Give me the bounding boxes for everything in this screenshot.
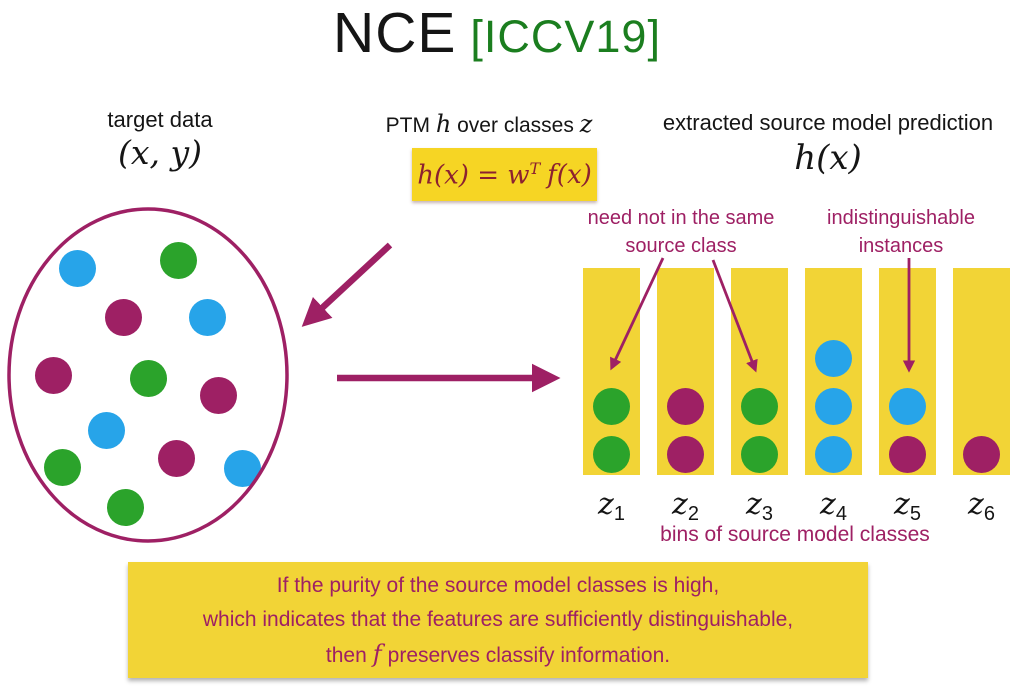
scatter-dot xyxy=(160,242,197,279)
z-symbol: z xyxy=(598,487,614,522)
z-symbol: z xyxy=(894,487,910,522)
bin-labels-row: z1 z2 z3 z4 z5 z6 xyxy=(583,487,1010,526)
z-symbol: z xyxy=(672,487,688,522)
formula-highlight-box: h(x) = wT f(x) xyxy=(412,148,597,201)
summary-line: If the purity of the source model classe… xyxy=(276,574,720,597)
bin-dot xyxy=(815,436,852,473)
scatter-dot xyxy=(35,357,72,394)
ptm-h-symbol: h xyxy=(435,110,452,138)
bin-dot xyxy=(815,340,852,377)
annotation-line: need not in the same xyxy=(587,207,775,229)
annotation-line: indistinguishable xyxy=(827,207,975,229)
z-symbol: z xyxy=(746,487,762,522)
bin-dot xyxy=(741,388,778,425)
annotation-line: source class xyxy=(625,235,737,257)
scatter-dot xyxy=(107,489,144,526)
z-subscript: 1 xyxy=(613,503,625,525)
annotation-need-not-same-class: need not in the same source class xyxy=(588,204,775,260)
bins-caption: bins of source model classes xyxy=(660,523,930,546)
bin-z4 xyxy=(805,268,862,475)
title-main: NCE xyxy=(333,1,457,65)
z-subscript: 3 xyxy=(761,503,773,525)
target-data-math: (x, y) xyxy=(118,133,202,172)
bin-z5 xyxy=(879,268,936,475)
z-symbol: z xyxy=(968,487,984,522)
scatter-dot xyxy=(200,377,237,414)
page-title: NCE [ICCV19] xyxy=(333,0,661,66)
bin-z3 xyxy=(731,268,788,475)
target-data-label: target data xyxy=(107,107,213,132)
scatter-dot xyxy=(130,360,167,397)
z-subscript: 4 xyxy=(835,503,847,525)
prediction-label: extracted source model prediction xyxy=(662,110,994,135)
flow-arrow-to-target-icon xyxy=(301,242,393,327)
summary-line: then f preserves classify information. xyxy=(128,637,868,673)
bin-dot xyxy=(667,388,704,425)
formula-post: f(x) xyxy=(547,160,592,191)
ptm-label-text: over classes xyxy=(451,114,580,137)
bin-dot xyxy=(741,436,778,473)
bin-z6 xyxy=(953,268,1010,475)
bin-dot xyxy=(593,388,630,425)
bin-z2 xyxy=(657,268,714,475)
formula: h(x) = wT f(x) xyxy=(417,159,592,191)
bin-dot xyxy=(889,436,926,473)
scatter-dot xyxy=(224,450,261,487)
bin-label-z6: z6 xyxy=(953,487,1010,526)
bins-row xyxy=(583,268,1010,475)
bin-label-z3: z3 xyxy=(731,487,788,526)
ptm-z-symbol: z xyxy=(579,110,593,138)
summary-box: If the purity of the source model classe… xyxy=(128,562,868,678)
scatter-dot xyxy=(189,299,226,336)
scatter-dot xyxy=(88,412,125,449)
title-citation: [ICCV19] xyxy=(470,11,661,62)
scatter-dot xyxy=(44,449,81,486)
summary-line-post: preserves classify information. xyxy=(387,644,671,667)
z-subscript: 5 xyxy=(909,503,921,525)
annotation-indistinguishable-instances: indistinguishable instances xyxy=(827,204,975,260)
f-symbol: f xyxy=(372,640,382,668)
annotation-line: instances xyxy=(858,235,944,257)
ptm-label: PTM h over classes z xyxy=(386,110,593,138)
formula-pre: h(x) = w xyxy=(417,160,530,191)
z-symbol: z xyxy=(820,487,836,522)
scatter-dot xyxy=(158,440,195,477)
scatter-dot xyxy=(105,299,142,336)
summary-line: which indicates that the features are su… xyxy=(202,608,794,631)
ptm-label-text: PTM xyxy=(385,114,436,137)
z-subscript: 6 xyxy=(983,503,995,525)
bin-label-z1: z1 xyxy=(583,487,640,526)
bin-dot xyxy=(593,436,630,473)
bin-dot xyxy=(889,388,926,425)
bin-dot xyxy=(667,436,704,473)
bin-dot xyxy=(815,388,852,425)
bin-label-z2: z2 xyxy=(657,487,714,526)
bin-label-z5: z5 xyxy=(879,487,936,526)
bin-z1 xyxy=(583,268,640,475)
prediction-math: h(x) xyxy=(794,138,862,178)
z-subscript: 2 xyxy=(687,503,699,525)
bin-dot xyxy=(963,436,1000,473)
bin-label-z4: z4 xyxy=(805,487,862,526)
formula-sup: T xyxy=(529,158,541,178)
scatter-dot xyxy=(59,250,96,287)
summary-line-pre: then xyxy=(325,644,367,667)
